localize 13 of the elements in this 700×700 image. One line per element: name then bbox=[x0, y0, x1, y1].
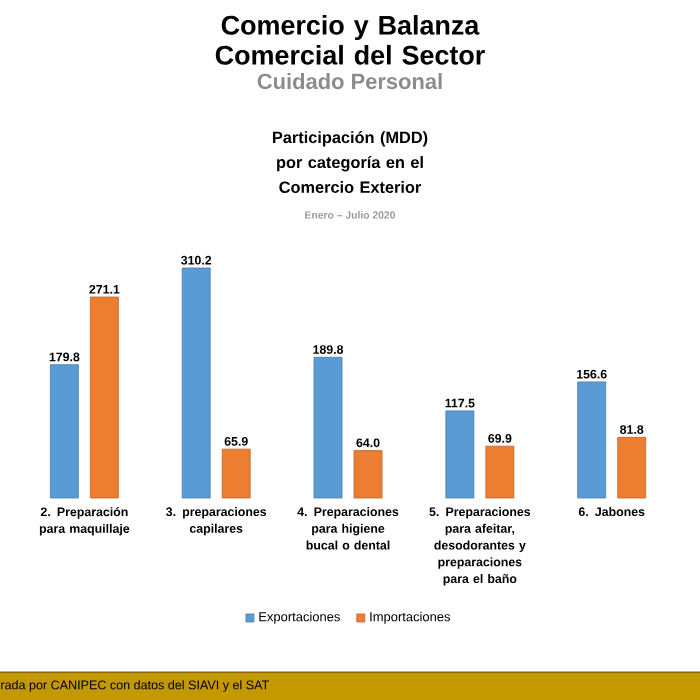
bar bbox=[49, 364, 79, 499]
bar bbox=[313, 356, 343, 499]
text: Participación (MDD) por categoría en el Comercio Exterior bbox=[273, 131, 428, 193]
bar bbox=[445, 410, 475, 499]
bar bbox=[221, 448, 251, 499]
bar bbox=[353, 450, 383, 499]
bar bbox=[577, 381, 607, 499]
bar bbox=[617, 436, 647, 499]
chart-title: Comercio y Balanza Comercial del Sector bbox=[215, 15, 485, 65]
bar bbox=[181, 267, 211, 499]
bar bbox=[89, 296, 119, 499]
chart-subtitle: Cuidado Personal bbox=[257, 73, 442, 90]
bar bbox=[485, 445, 515, 499]
